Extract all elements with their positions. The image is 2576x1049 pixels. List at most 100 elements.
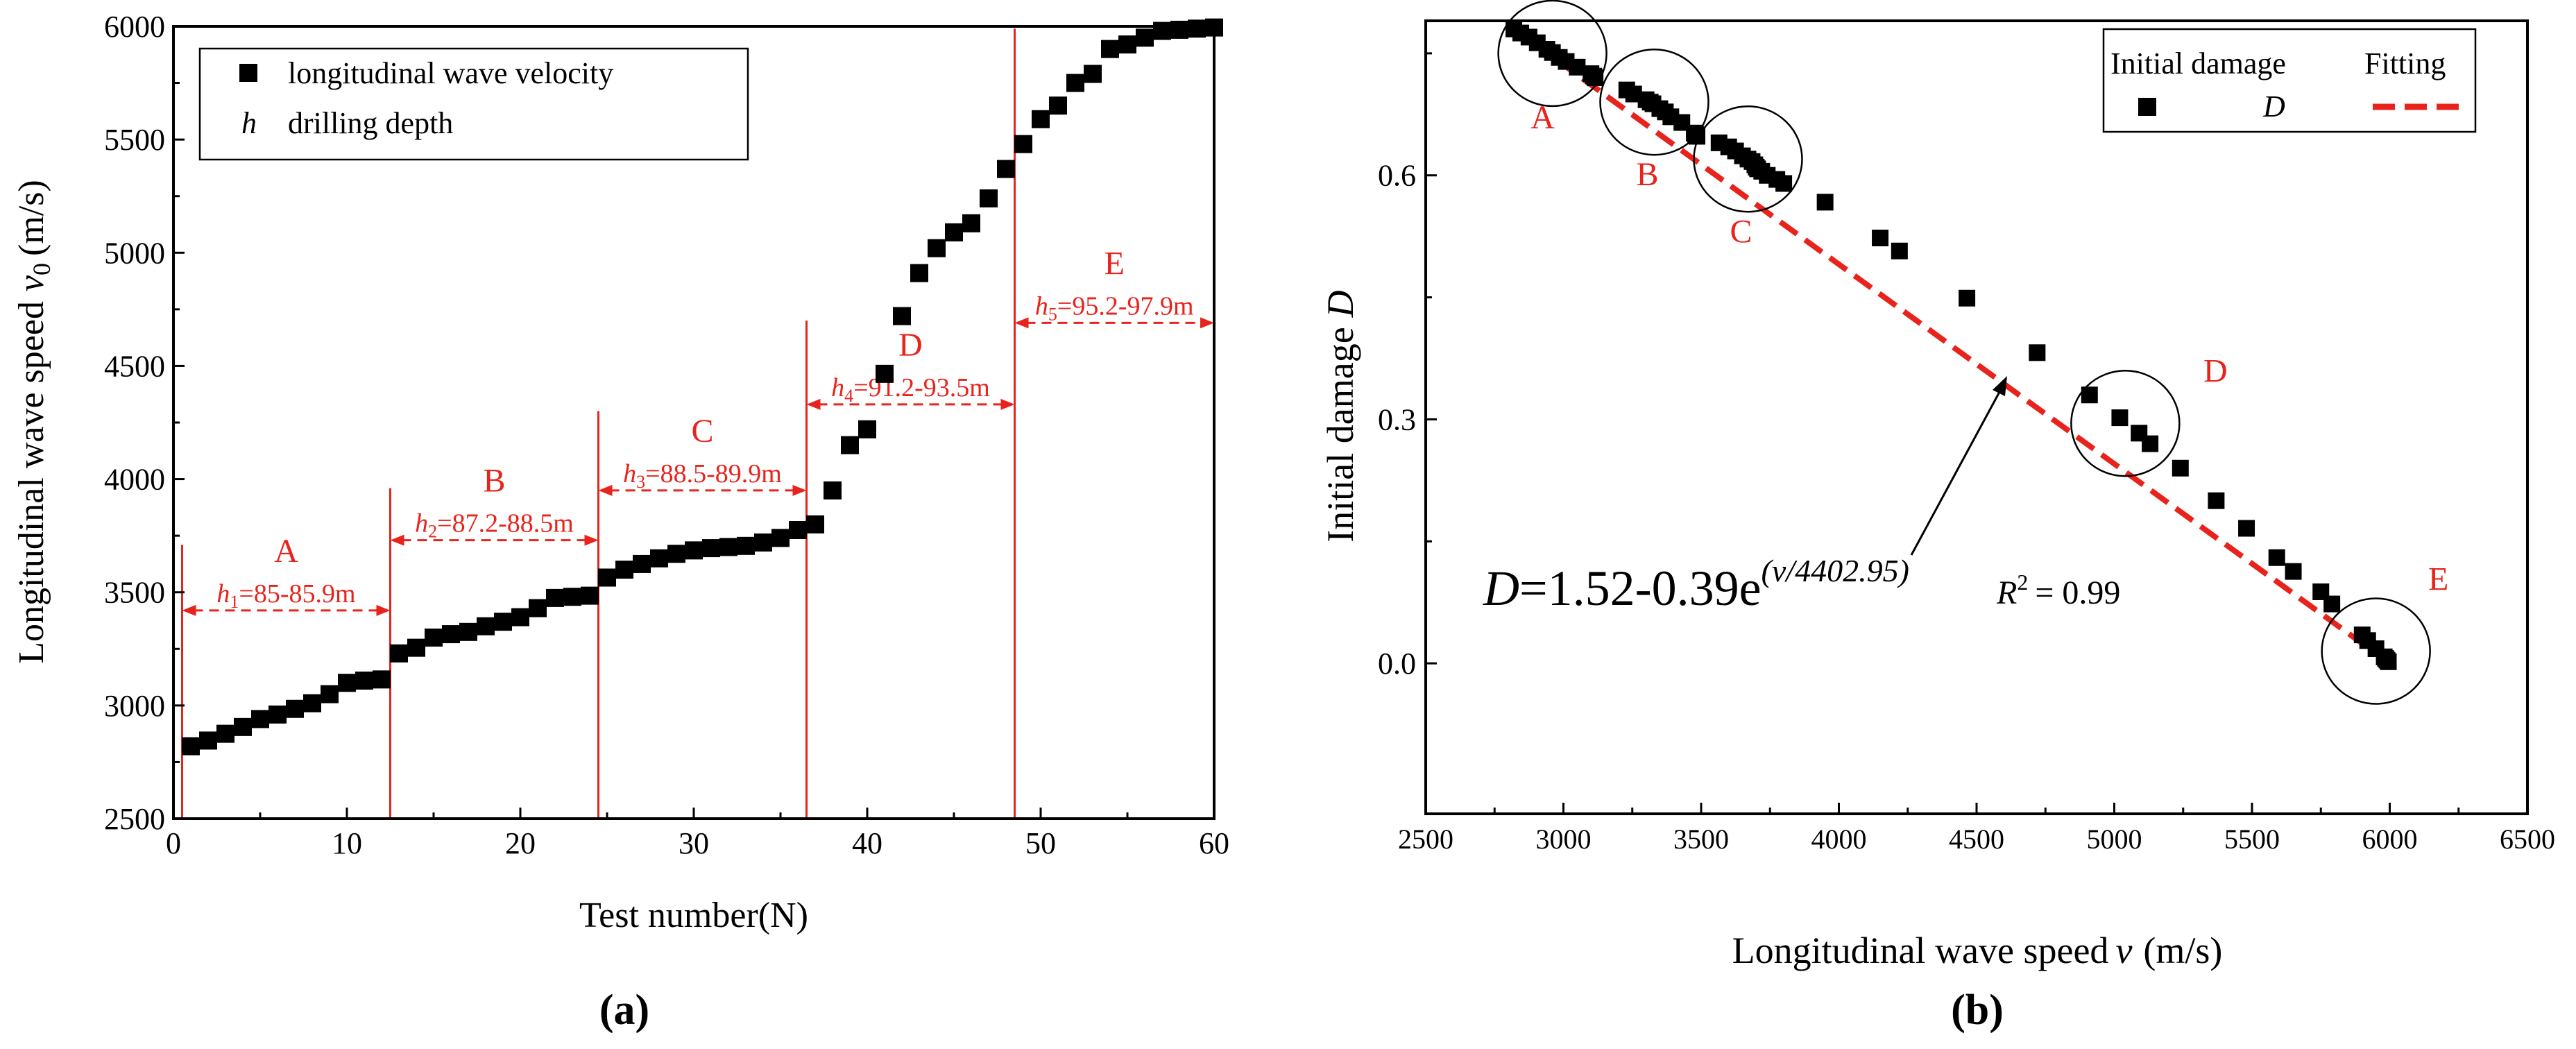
data-point-velocity [702, 539, 720, 558]
y-tick-label-b: 0.3 [1378, 402, 1416, 436]
depth-range: =95.2-97.9m [1057, 291, 1194, 321]
x-tick-label-b: 5000 [2087, 824, 2142, 855]
data-point-velocity [650, 549, 668, 568]
legend-label-velocity: longitudinal wave velocity [288, 56, 613, 90]
data-point-velocity [598, 568, 616, 587]
depth-subscript: 3 [636, 472, 645, 492]
data-point-velocity [477, 617, 495, 636]
panel-a-ticks: 0 10 20 30 40 50 60 2500 3000 3500 4000 4500 5000 550… [104, 10, 1229, 860]
legend-marker-square [239, 64, 257, 82]
data-point-velocity [1188, 19, 1206, 38]
y-tick-label-b: 0.0 [1378, 647, 1416, 681]
group-label: C [1730, 213, 1752, 250]
segment-label: E [1104, 245, 1125, 282]
group-circle [2070, 370, 2181, 477]
data-point-velocity [182, 737, 200, 756]
segment-arrowhead-left [1014, 317, 1029, 329]
data-point-velocity [1049, 96, 1067, 115]
segment-arrowhead-left [806, 398, 821, 410]
x-tick-label-a: 30 [679, 826, 709, 860]
depth-subscript: 5 [1048, 304, 1057, 324]
data-point-velocity [615, 561, 633, 579]
y-tick-label-a: 2500 [104, 802, 165, 836]
panel-b-axes-frame [1424, 19, 2529, 815]
x-tick-label-a: 40 [852, 826, 882, 860]
data-point-velocity [303, 694, 321, 713]
data-point-velocity [1084, 65, 1102, 83]
data-point-velocity [251, 710, 269, 728]
data-point-velocity [511, 608, 529, 626]
group-label: D [2203, 352, 2228, 389]
data-point-velocity [1118, 35, 1136, 54]
segment-depth-label: h3=88.5-89.9m [623, 459, 782, 492]
data-point-velocity [442, 625, 460, 644]
y-tick-label-a: 4000 [104, 463, 165, 497]
depth-range: =88.5-89.9m [645, 459, 782, 488]
group-label: A [1530, 99, 1555, 136]
data-point-velocity [806, 515, 824, 534]
data-point-damage [1891, 242, 1908, 259]
data-point-velocity [771, 529, 790, 547]
data-point-velocity [667, 545, 685, 563]
x-tick-label-b: 3500 [1673, 824, 1729, 855]
data-point-velocity [234, 717, 252, 736]
data-point-damage [2172, 459, 2189, 477]
data-point-velocity [338, 674, 356, 692]
data-point-velocity [459, 622, 477, 641]
x-tick-label-b: 4500 [1949, 824, 2004, 855]
x-axis-label-b: Longitudinal wave speed v (m/s) [1732, 930, 2223, 971]
y-tick-label-a: 5000 [104, 236, 165, 270]
data-point-velocity [425, 628, 443, 647]
data-point-velocity [824, 481, 842, 500]
segment-arrowhead-right [792, 484, 807, 496]
data-point-velocity [321, 685, 339, 703]
y-axis-label-a: Longitudinal wave speedv0(m/s) [12, 180, 56, 664]
data-point-velocity [1153, 22, 1171, 40]
data-point-velocity [1014, 135, 1032, 153]
data-point-velocity [216, 724, 234, 743]
panel-a: Ah1=85-85.9mBh2=87.2-88.5mCh3=88.5-89.9m… [12, 10, 1229, 1034]
data-point-velocity [893, 307, 911, 325]
segment-arrowhead-right [376, 604, 391, 616]
data-point-velocity [633, 554, 651, 573]
x-tick-label-a: 20 [505, 826, 536, 860]
depth-h-symbol: h [831, 373, 844, 402]
data-point-damage [2208, 492, 2225, 509]
panel-a-legend: longitudinal wave velocity h drilling de… [198, 47, 749, 161]
segment-depth-label: h1=85-85.9m [216, 579, 355, 612]
legend-title-initial-damage: Initial damage [2110, 46, 2286, 80]
data-point-damage [2111, 409, 2129, 427]
data-point-velocity [719, 538, 737, 556]
data-point-velocity [997, 160, 1015, 178]
data-point-damage [2268, 549, 2285, 566]
data-point-velocity [858, 420, 876, 438]
data-point-velocity [355, 671, 373, 690]
segment-label: A [274, 533, 298, 570]
x-tick-label-a: 60 [1199, 826, 1229, 860]
equation-pointer-arrowhead [1993, 376, 2007, 396]
x-tick-label-b: 4000 [1811, 824, 1867, 855]
x-tick-label-b: 3000 [1536, 824, 1592, 855]
data-point-velocity [928, 239, 946, 257]
panel-b-legend: Initial damage Fitting D [2102, 28, 2477, 133]
data-point-damage [2238, 520, 2255, 537]
data-point-damage [2380, 653, 2397, 670]
data-point-velocity [199, 731, 217, 750]
data-point-velocity [841, 436, 859, 454]
data-point-velocity [980, 189, 998, 207]
segment-arrowhead-left [182, 604, 196, 616]
data-point-velocity [1136, 28, 1154, 47]
data-point-damage [1816, 194, 1834, 211]
segment-label: B [483, 463, 505, 500]
x-tick-label-b: 6000 [2362, 824, 2418, 855]
data-point-damage [2142, 435, 2159, 452]
y-tick-label-a: 3000 [104, 689, 165, 723]
data-point-velocity [268, 705, 287, 724]
group-circle [1497, 0, 1607, 108]
x-tick-label-a: 50 [1025, 826, 1056, 860]
group-label: B [1637, 156, 1659, 193]
data-point-velocity [563, 588, 581, 606]
panel-b: A B C D E 2500 3000 3500 4000 4500 5000 5500 6000 65… [1320, 0, 2555, 1034]
depth-h-symbol: h [623, 459, 636, 488]
data-point-velocity [529, 599, 547, 617]
